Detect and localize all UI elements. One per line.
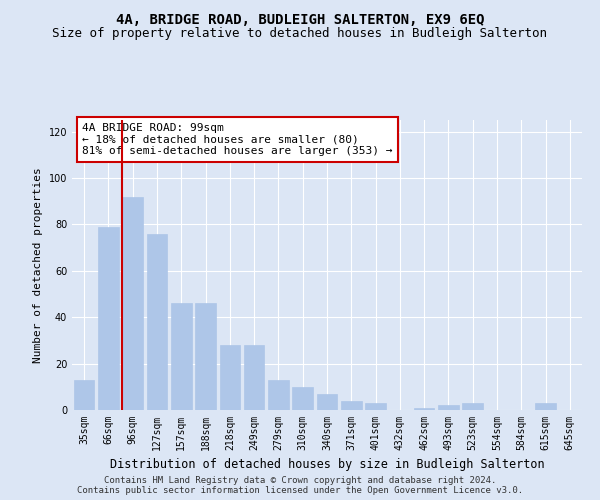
Bar — [414, 408, 434, 410]
Bar — [292, 387, 313, 410]
Bar — [463, 403, 483, 410]
Bar — [317, 394, 337, 410]
Bar — [146, 234, 167, 410]
Bar — [341, 400, 362, 410]
Text: Contains public sector information licensed under the Open Government Licence v3: Contains public sector information licen… — [77, 486, 523, 495]
Bar — [195, 304, 216, 410]
Bar — [535, 403, 556, 410]
Bar — [244, 345, 265, 410]
Bar — [74, 380, 94, 410]
Bar — [171, 304, 191, 410]
Bar — [98, 226, 119, 410]
Bar — [220, 345, 240, 410]
Text: Contains HM Land Registry data © Crown copyright and database right 2024.: Contains HM Land Registry data © Crown c… — [104, 476, 496, 485]
Bar — [365, 403, 386, 410]
X-axis label: Distribution of detached houses by size in Budleigh Salterton: Distribution of detached houses by size … — [110, 458, 544, 471]
Bar — [438, 406, 459, 410]
Text: 4A, BRIDGE ROAD, BUDLEIGH SALTERTON, EX9 6EQ: 4A, BRIDGE ROAD, BUDLEIGH SALTERTON, EX9… — [116, 12, 484, 26]
Bar — [268, 380, 289, 410]
Y-axis label: Number of detached properties: Number of detached properties — [33, 167, 43, 363]
Text: Size of property relative to detached houses in Budleigh Salterton: Size of property relative to detached ho… — [53, 28, 548, 40]
Text: 4A BRIDGE ROAD: 99sqm
← 18% of detached houses are smaller (80)
81% of semi-deta: 4A BRIDGE ROAD: 99sqm ← 18% of detached … — [82, 123, 392, 156]
Bar — [122, 196, 143, 410]
